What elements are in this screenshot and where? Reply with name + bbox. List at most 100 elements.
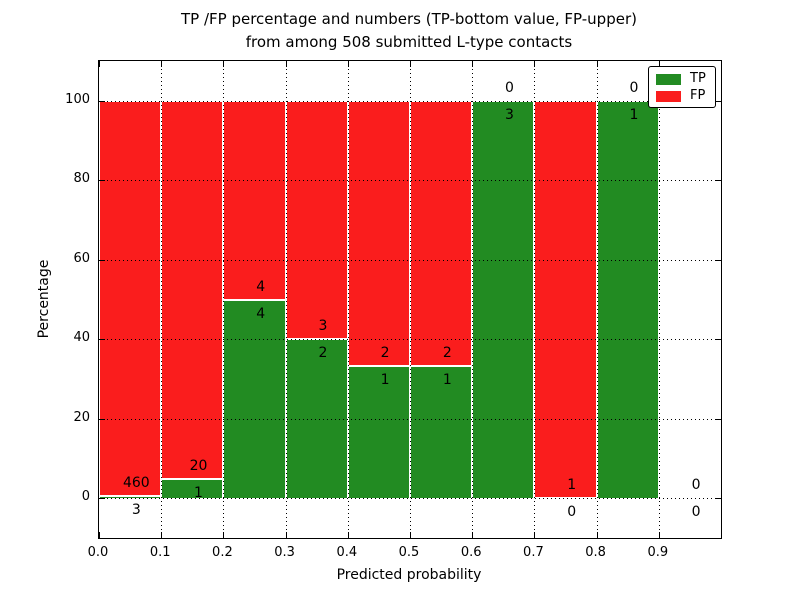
fp-bar — [347, 100, 410, 366]
y-axis-label: Percentage — [36, 259, 52, 339]
fp-count-label: 3 — [318, 318, 328, 335]
y-tick-mark — [99, 498, 105, 500]
fp-count-label: 1 — [567, 477, 577, 494]
y-tick-label: 20 — [73, 409, 90, 425]
x-tick-label: 0.0 — [87, 545, 109, 560]
y-tick-mark — [715, 100, 721, 102]
x-tick-mark — [658, 532, 660, 538]
tp-count-label: 1 — [442, 371, 452, 388]
x-tick-mark — [223, 61, 225, 67]
x-tick-label: 0.4 — [336, 545, 358, 560]
fp-swatch-icon — [656, 90, 681, 102]
vertical-gridline — [472, 61, 474, 538]
y-tick-label: 0 — [81, 489, 90, 505]
x-tick-mark — [472, 532, 474, 538]
tp-count-label: 1 — [194, 485, 203, 502]
x-tick-label: 0.9 — [647, 545, 669, 560]
x-tick-mark — [658, 61, 660, 67]
fp-count-label: 0 — [691, 477, 701, 494]
x-tick-mark — [534, 532, 536, 538]
tp-count-label: 2 — [318, 345, 328, 362]
y-tick-mark — [99, 339, 105, 341]
y-tick-label: 100 — [65, 91, 90, 107]
vertical-gridline — [658, 61, 660, 538]
y-tick-label: 80 — [73, 171, 90, 187]
fp-bar — [99, 100, 162, 496]
fp-bar — [410, 100, 473, 366]
y-tick-mark — [715, 418, 721, 420]
x-tick-mark — [99, 61, 100, 67]
x-tick-mark — [347, 532, 349, 538]
x-tick-mark — [410, 61, 411, 67]
vertical-gridline — [347, 61, 349, 538]
y-tick-mark — [99, 100, 105, 102]
tp-bar — [410, 365, 473, 499]
x-tick-mark — [285, 61, 287, 67]
fp-count-label: 2 — [380, 344, 390, 361]
tp-count-label: 0 — [567, 504, 577, 521]
y-tick-mark — [715, 339, 721, 341]
y-tick-mark — [715, 180, 721, 182]
fp-bar — [534, 100, 597, 499]
fp-bar — [223, 100, 286, 300]
y-tick-label: 40 — [73, 330, 90, 346]
vertical-gridline — [596, 61, 598, 538]
x-tick-label: 0.3 — [274, 545, 295, 560]
tp-count-label: 1 — [380, 371, 390, 388]
tp-bar — [596, 100, 659, 499]
x-tick-label: 0.2 — [212, 545, 233, 560]
x-tick-mark — [472, 61, 474, 67]
fp-count-label: 0 — [505, 79, 514, 96]
legend-item-tp: TP — [656, 71, 715, 86]
legend-label-fp: FP — [690, 88, 706, 103]
fp-count-label: 20 — [189, 458, 208, 475]
vertical-gridline — [534, 61, 536, 538]
legend-label-tp: TP — [690, 71, 706, 86]
x-tick-mark — [596, 61, 598, 67]
chart-title-line-1: TP /FP percentage and numbers (TP-bottom… — [181, 10, 637, 28]
x-tick-mark — [99, 532, 100, 538]
x-tick-label: 0.5 — [398, 545, 420, 560]
x-tick-mark — [347, 61, 349, 67]
y-tick-mark — [99, 259, 105, 261]
vertical-gridline — [161, 61, 163, 538]
x-tick-mark — [534, 61, 536, 67]
tp-bar — [223, 299, 286, 499]
x-tick-mark — [161, 532, 163, 538]
y-tick-mark — [715, 498, 721, 500]
x-tick-mark — [223, 532, 225, 538]
x-tick-label: 0.6 — [460, 545, 482, 560]
vertical-gridline — [285, 61, 287, 538]
chart-title-line-2: from among 508 submitted L-type contacts — [245, 33, 573, 51]
x-tick-label: 0.8 — [585, 545, 606, 560]
y-tick-mark — [99, 180, 105, 182]
tp-swatch-icon — [656, 73, 681, 85]
fp-count-label: 2 — [442, 344, 452, 361]
vertical-gridline — [223, 61, 225, 538]
plot-area: 460 3 20 1 4 4 3 2 2 1 2 1 0 3 1 0 0 1 0 0 — [98, 60, 722, 539]
chart-title: TP /FP percentage and numbers (TP-bottom… — [98, 8, 720, 54]
legend: TP FP — [648, 66, 716, 108]
tp-count-label: 4 — [256, 305, 266, 322]
x-tick-label: 0.1 — [149, 545, 171, 560]
tp-bar — [347, 365, 410, 499]
tp-count-label: 0 — [691, 504, 701, 521]
tp-count-label: 3 — [505, 106, 514, 123]
y-tick-mark — [715, 259, 721, 261]
fp-count-label: 0 — [629, 79, 639, 96]
y-tick-label: 60 — [73, 250, 90, 266]
x-tick-mark — [410, 532, 411, 538]
fp-bar — [285, 100, 348, 340]
legend-item-fp: FP — [656, 88, 715, 103]
tp-count-label: 1 — [629, 106, 639, 123]
x-tick-label: 0.7 — [523, 545, 544, 560]
x-axis-label: Predicted probability — [336, 567, 482, 583]
x-tick-mark — [161, 61, 163, 67]
y-tick-mark — [99, 418, 105, 420]
tp-bar — [99, 495, 162, 499]
x-tick-mark — [285, 532, 287, 538]
x-tick-mark — [596, 532, 598, 538]
fp-count-label: 460 — [122, 474, 150, 491]
tp-bar — [161, 479, 224, 499]
vertical-gridline — [410, 61, 411, 538]
